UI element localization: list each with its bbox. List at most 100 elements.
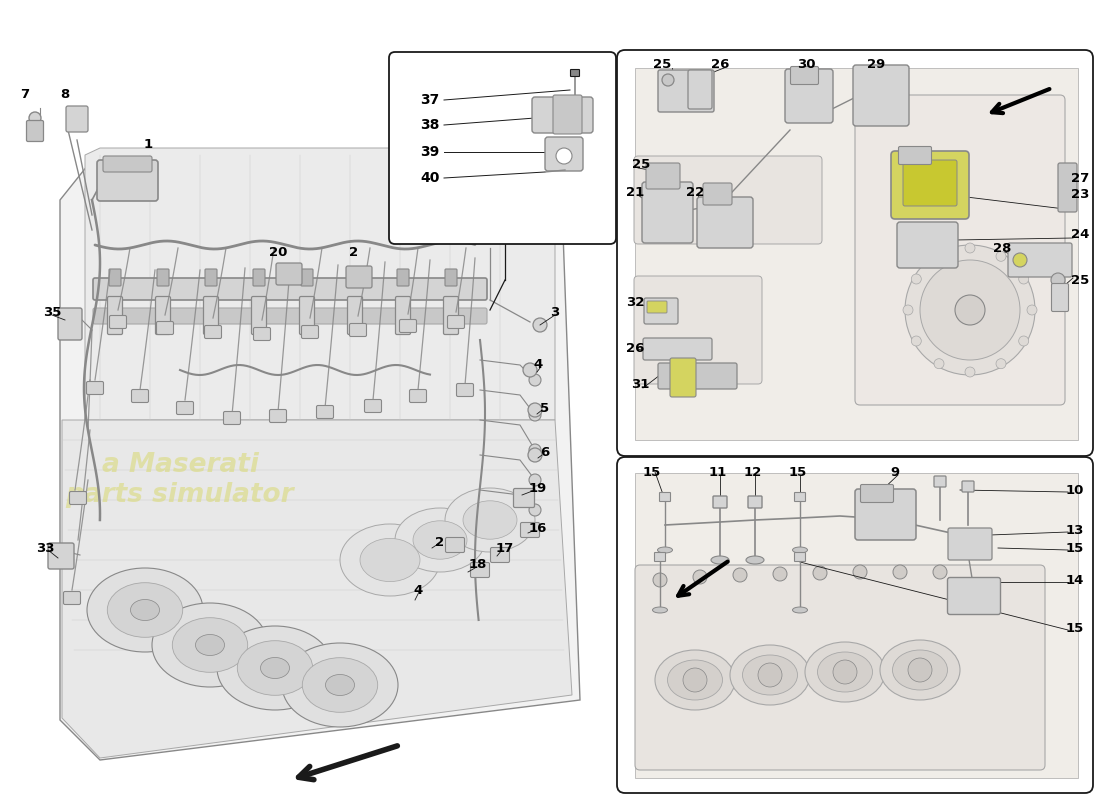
FancyBboxPatch shape xyxy=(364,399,382,413)
Ellipse shape xyxy=(152,603,268,687)
Text: 38: 38 xyxy=(420,118,440,132)
FancyBboxPatch shape xyxy=(448,315,464,329)
Text: 15: 15 xyxy=(789,466,807,478)
FancyBboxPatch shape xyxy=(389,52,616,244)
FancyBboxPatch shape xyxy=(97,160,158,201)
Polygon shape xyxy=(62,420,572,758)
Ellipse shape xyxy=(792,547,807,553)
FancyBboxPatch shape xyxy=(703,183,732,205)
Text: 22: 22 xyxy=(686,186,704,198)
Polygon shape xyxy=(60,150,580,760)
FancyBboxPatch shape xyxy=(301,269,314,286)
Ellipse shape xyxy=(395,508,485,572)
Circle shape xyxy=(905,245,1035,375)
Ellipse shape xyxy=(742,655,797,695)
Polygon shape xyxy=(85,148,556,420)
Ellipse shape xyxy=(238,641,312,695)
Text: 18: 18 xyxy=(469,558,487,571)
FancyBboxPatch shape xyxy=(253,327,271,341)
Ellipse shape xyxy=(817,652,872,692)
FancyBboxPatch shape xyxy=(301,326,319,338)
Ellipse shape xyxy=(711,556,729,564)
FancyBboxPatch shape xyxy=(253,269,265,286)
FancyBboxPatch shape xyxy=(647,301,667,313)
Circle shape xyxy=(29,112,41,124)
Ellipse shape xyxy=(196,634,224,655)
Circle shape xyxy=(965,243,975,253)
FancyBboxPatch shape xyxy=(852,65,909,126)
Text: 7: 7 xyxy=(21,89,30,102)
FancyBboxPatch shape xyxy=(58,308,82,340)
FancyBboxPatch shape xyxy=(658,363,737,389)
FancyBboxPatch shape xyxy=(903,160,957,206)
Circle shape xyxy=(773,567,786,581)
FancyBboxPatch shape xyxy=(896,222,958,268)
Text: 24: 24 xyxy=(1070,229,1089,242)
FancyBboxPatch shape xyxy=(471,562,490,578)
Text: 6: 6 xyxy=(540,446,550,458)
Text: 2: 2 xyxy=(436,535,444,549)
Ellipse shape xyxy=(658,547,672,553)
Circle shape xyxy=(965,367,975,377)
Circle shape xyxy=(934,358,944,369)
Ellipse shape xyxy=(792,607,807,613)
FancyBboxPatch shape xyxy=(1058,163,1077,212)
Circle shape xyxy=(920,260,1020,360)
Ellipse shape xyxy=(668,660,723,700)
FancyBboxPatch shape xyxy=(132,390,148,402)
FancyBboxPatch shape xyxy=(346,266,372,288)
FancyBboxPatch shape xyxy=(108,297,122,334)
FancyBboxPatch shape xyxy=(48,543,74,569)
Circle shape xyxy=(1027,305,1037,315)
FancyBboxPatch shape xyxy=(64,591,80,605)
Text: 25: 25 xyxy=(653,58,671,71)
FancyBboxPatch shape xyxy=(635,565,1045,770)
Text: 8: 8 xyxy=(60,89,69,102)
Circle shape xyxy=(1050,273,1065,287)
Text: 2: 2 xyxy=(350,246,359,258)
FancyBboxPatch shape xyxy=(443,297,459,334)
Ellipse shape xyxy=(652,607,668,613)
Text: 31: 31 xyxy=(630,378,649,391)
Text: 16: 16 xyxy=(529,522,547,534)
Ellipse shape xyxy=(463,501,517,539)
Ellipse shape xyxy=(892,650,947,690)
Circle shape xyxy=(556,148,572,164)
Text: 11: 11 xyxy=(708,466,727,478)
FancyBboxPatch shape xyxy=(658,70,714,112)
FancyBboxPatch shape xyxy=(350,323,366,337)
FancyBboxPatch shape xyxy=(157,269,169,286)
FancyBboxPatch shape xyxy=(514,489,535,507)
FancyBboxPatch shape xyxy=(491,547,509,562)
Circle shape xyxy=(911,336,922,346)
Text: 40: 40 xyxy=(420,171,440,185)
FancyBboxPatch shape xyxy=(785,69,833,123)
FancyBboxPatch shape xyxy=(270,410,286,422)
Circle shape xyxy=(934,251,944,262)
FancyBboxPatch shape xyxy=(1008,243,1072,277)
Text: 15: 15 xyxy=(642,466,661,478)
Circle shape xyxy=(733,568,747,582)
FancyBboxPatch shape xyxy=(634,156,822,244)
FancyBboxPatch shape xyxy=(688,70,712,109)
FancyBboxPatch shape xyxy=(644,298,678,324)
FancyBboxPatch shape xyxy=(397,269,409,286)
Text: 15: 15 xyxy=(1066,542,1085,554)
FancyBboxPatch shape xyxy=(456,383,473,397)
Circle shape xyxy=(529,444,541,456)
FancyBboxPatch shape xyxy=(223,411,241,425)
Text: 39: 39 xyxy=(420,145,440,159)
FancyBboxPatch shape xyxy=(948,528,992,560)
Text: 5: 5 xyxy=(540,402,550,414)
FancyBboxPatch shape xyxy=(103,156,152,172)
FancyBboxPatch shape xyxy=(899,146,932,165)
Circle shape xyxy=(522,363,537,377)
FancyBboxPatch shape xyxy=(571,70,580,77)
Circle shape xyxy=(528,403,542,417)
Text: a Maserati
parts simulator: a Maserati parts simulator xyxy=(66,452,295,508)
FancyBboxPatch shape xyxy=(109,269,121,286)
Circle shape xyxy=(955,295,984,325)
Ellipse shape xyxy=(654,650,735,710)
Ellipse shape xyxy=(173,618,248,672)
FancyBboxPatch shape xyxy=(962,481,974,492)
